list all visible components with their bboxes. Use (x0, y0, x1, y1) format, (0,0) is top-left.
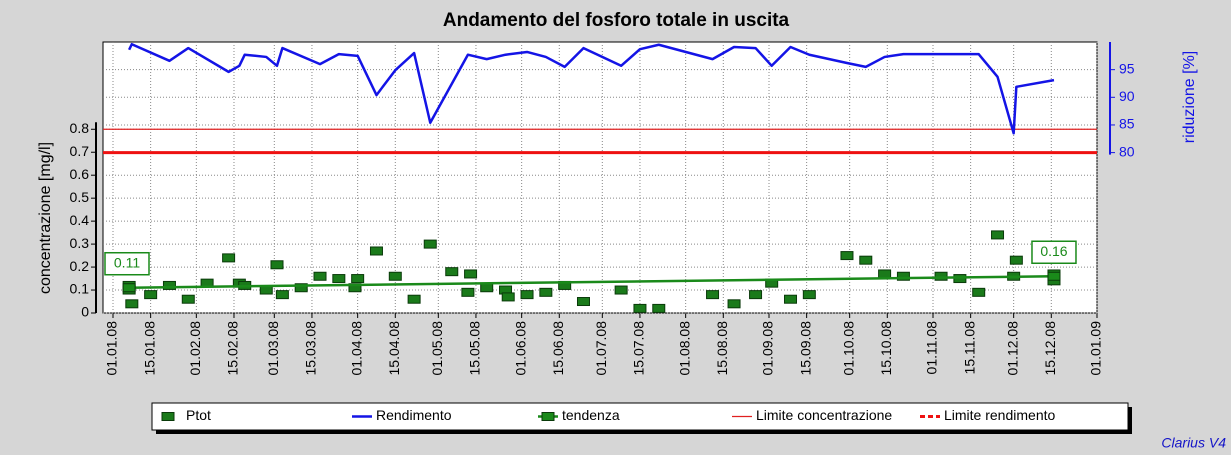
y-tick-label: 0.1 (70, 281, 90, 297)
ptot-point (706, 290, 720, 300)
ptot-point (369, 246, 383, 256)
x-tick-label: 01.05.08 (429, 321, 445, 376)
ptot-point (934, 271, 948, 281)
x-tick-label: 01.11.08 (924, 321, 940, 375)
x-tick-label: 01.04.08 (348, 321, 364, 376)
ptot-point (332, 274, 346, 284)
x-tick-label: 01.07.08 (593, 321, 609, 376)
ptot-point (501, 292, 515, 302)
legend-label: Limite concentrazione (756, 407, 892, 423)
x-tick-label: 15.09.08 (797, 321, 813, 376)
legend-label: Ptot (186, 407, 211, 423)
x-tick-label: 15.07.08 (631, 321, 647, 376)
footer: Clarius V4 (1161, 435, 1226, 451)
chart-title: Andamento del fosforo totale in uscita (443, 10, 790, 31)
x-tick-label: 15.05.08 (467, 321, 483, 376)
legend-label: Rendimento (376, 407, 452, 423)
x-tick-label: 01.01.09 (1088, 321, 1104, 376)
x-tick-label: 01.06.08 (512, 321, 528, 376)
trend-label-box (1031, 240, 1077, 265)
legend-label: Limite rendimento (944, 407, 1055, 423)
trend-line (129, 275, 1054, 289)
ptot-point (313, 271, 327, 281)
trend-end (1047, 271, 1061, 281)
y-tick-label: 0 (81, 304, 89, 320)
ptot-point (576, 297, 590, 307)
ptot-point (461, 287, 475, 297)
x-tick-label: 15.12.08 (1042, 321, 1058, 376)
rendimento-line (128, 42, 1055, 135)
ptot-point (896, 271, 910, 281)
ptot-point (162, 280, 176, 290)
ptot-point (802, 290, 816, 300)
ptot-point (520, 290, 534, 300)
y-tick-label: 0.2 (70, 258, 90, 274)
ptot-point (1009, 255, 1023, 265)
ptot-point (351, 274, 365, 284)
ptot-point (840, 251, 854, 261)
x-tick-label: 15.04.08 (386, 321, 402, 376)
y-axis-label: concentrazione [mg/l] (37, 142, 54, 294)
ptot-point (727, 299, 741, 309)
x-tick-label: 15.02.08 (225, 321, 241, 376)
ptot-point (784, 294, 798, 304)
ptot-point (445, 267, 459, 277)
x-tick-label: 15.03.08 (303, 321, 319, 376)
y-tick-label: 0.3 (70, 235, 90, 251)
x-tick-label: 01.09.08 (760, 321, 776, 376)
ptot-point (144, 290, 158, 300)
y-tick-label: 0.6 (70, 166, 90, 182)
ptot-point (181, 294, 195, 304)
ptot-point (991, 230, 1005, 240)
y2-tick-label: 80 (1119, 143, 1135, 159)
y2-tick-label: 85 (1119, 116, 1135, 132)
trend-label-box (104, 251, 150, 276)
trend-label: 0.16 (1040, 243, 1067, 259)
ptot-point (464, 269, 478, 279)
trend-end (122, 283, 136, 293)
plot-area (102, 41, 1098, 314)
ptot-point (275, 290, 289, 300)
legend-label: tendenza (562, 407, 620, 423)
legend-symbol (161, 412, 175, 421)
y2-axis-label: riduzione [%] (1181, 51, 1198, 144)
ptot-point (972, 287, 986, 297)
ptot-point (614, 285, 628, 295)
x-tick-label: 15.08.08 (714, 321, 730, 376)
x-tick-label: 15.01.08 (141, 321, 157, 376)
ptot-point (652, 303, 666, 313)
x-tick-label: 01.08.08 (676, 321, 692, 376)
legend-symbol (541, 412, 555, 421)
y2-tick-label: 90 (1119, 88, 1135, 104)
y-tick-label: 0.8 (70, 120, 90, 136)
ptot-point (878, 269, 892, 279)
x-tick-label: 01.12.08 (1004, 321, 1020, 376)
ptot-point (749, 290, 763, 300)
x-tick-label: 01.01.08 (104, 321, 120, 376)
ptot-point (125, 299, 139, 309)
y2-tick-label: 95 (1119, 60, 1135, 76)
ptot-point (859, 255, 873, 265)
x-tick-label: 01.10.08 (840, 321, 856, 376)
x-tick-label: 01.02.08 (187, 321, 203, 376)
ptot-point (407, 294, 421, 304)
ptot-point (480, 283, 494, 293)
legend (151, 402, 1129, 431)
ptot-point (388, 271, 402, 281)
y-tick-label: 0.7 (70, 143, 90, 159)
ptot-point (270, 260, 284, 270)
y-tick-label: 0.4 (70, 212, 90, 228)
ptot-point (294, 283, 308, 293)
ptot-point (633, 303, 647, 313)
trend-label: 0.11 (114, 254, 140, 270)
y-tick-label: 0.5 (70, 189, 90, 205)
ptot-point (423, 239, 437, 249)
ptot-point (539, 287, 553, 297)
x-tick-label: 01.03.08 (265, 321, 281, 376)
x-tick-label: 15.10.08 (878, 321, 894, 376)
ptot-point (222, 253, 236, 263)
x-tick-label: 15.11.08 (961, 321, 977, 375)
x-tick-label: 15.06.08 (550, 321, 566, 376)
